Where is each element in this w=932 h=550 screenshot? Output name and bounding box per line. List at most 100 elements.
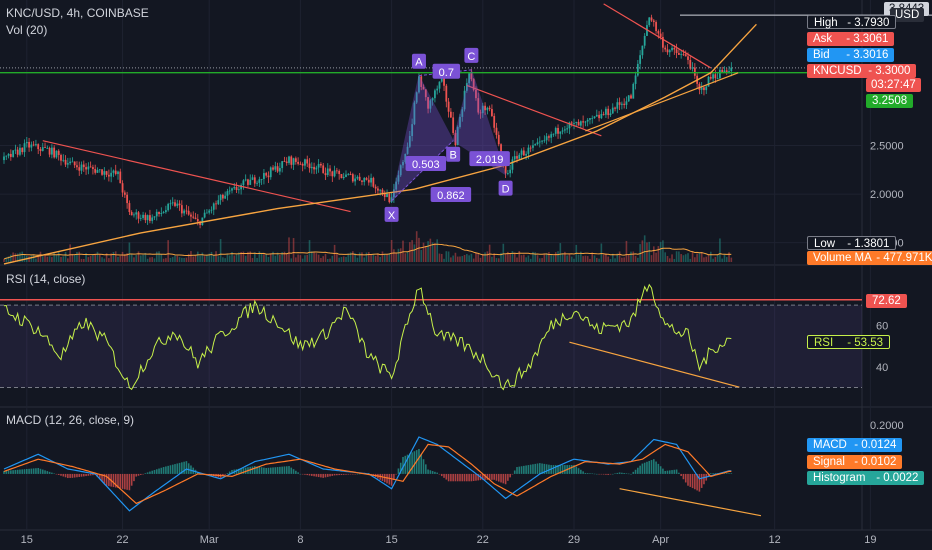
macd-histogram-bar — [657, 463, 660, 474]
volume-bar — [584, 255, 587, 262]
last-price-tag-value: - 3.3000 — [865, 65, 911, 77]
volume-bar — [646, 242, 648, 262]
pattern-dashed-line — [391, 140, 454, 202]
ask-tag-label: Ask — [813, 33, 833, 45]
candle-body — [39, 149, 42, 151]
macd-histogram-bar — [684, 473, 687, 483]
candle-body — [677, 53, 680, 55]
macd-histogram-bar — [272, 467, 274, 474]
macd-histogram-bar — [388, 473, 391, 485]
candle-body — [71, 161, 74, 163]
volume-bar — [265, 254, 267, 262]
macd-histogram-bar — [267, 467, 270, 474]
volume-bar — [429, 238, 432, 262]
volume-bar — [219, 239, 222, 262]
candle-body — [452, 117, 455, 133]
candle-body — [605, 108, 607, 115]
volume-bar — [602, 254, 605, 262]
macd-histogram-bar — [256, 466, 258, 474]
volume-bar — [616, 253, 619, 262]
candle-body — [288, 156, 290, 163]
candle-body — [32, 144, 35, 146]
macd-histogram-bar — [641, 463, 644, 474]
volume-bar — [486, 251, 489, 262]
macd-histogram-bar — [596, 473, 598, 475]
macd-histogram-bar — [543, 463, 546, 474]
candle-body — [123, 192, 126, 195]
volume-bar — [684, 254, 687, 262]
pattern-point-label: B — [449, 150, 456, 162]
candle-body — [178, 203, 181, 206]
volume-bar — [313, 252, 315, 262]
volume-bar — [395, 252, 397, 262]
x-axis-tick-label: 15 — [21, 534, 33, 546]
volume-bar — [320, 258, 322, 262]
macd-histogram-bar — [698, 473, 701, 492]
volume-bar — [46, 256, 49, 262]
volume-bar — [178, 257, 181, 262]
macd-histogram-bar — [279, 466, 281, 474]
volume-bar — [452, 255, 454, 262]
volume-bar — [69, 244, 71, 262]
candle-body — [586, 119, 589, 122]
volume-bar — [197, 251, 199, 262]
candle-body — [602, 114, 605, 115]
x-axis-tick-label: 8 — [297, 534, 303, 546]
resistance-trend-line — [466, 84, 602, 137]
macd-histogram-bar — [527, 465, 530, 474]
candle-body — [625, 101, 628, 105]
support-level-tag: 3.2508 — [866, 94, 914, 108]
volume-bar — [700, 252, 703, 262]
volume-bar — [374, 255, 377, 262]
pattern-ratio-badge — [432, 63, 461, 79]
macd-histogram-bar — [242, 468, 245, 474]
candle-body — [559, 131, 562, 134]
currency-badge[interactable]: USD — [890, 8, 925, 22]
macd-histogram-bar — [349, 473, 352, 475]
macd-histogram-bar — [46, 471, 49, 474]
candle-body — [365, 178, 368, 180]
candle-body — [561, 130, 564, 132]
macd-histogram-bar — [165, 466, 167, 474]
candle-body — [475, 89, 477, 99]
volume-bar — [529, 258, 532, 262]
support-level-tag-value: 3.2508 — [872, 95, 908, 107]
candle-body — [57, 150, 60, 155]
candle-body — [82, 164, 85, 168]
volume-bar — [650, 255, 653, 262]
macd-histogram-bar — [646, 461, 648, 474]
candle-body — [292, 158, 295, 165]
volume-bar — [573, 258, 575, 262]
macd-histogram-bar — [404, 455, 407, 474]
volume-bar — [281, 252, 283, 262]
candle-body — [9, 153, 12, 157]
volume-bar — [251, 258, 254, 262]
volume-bar — [290, 258, 293, 262]
macd-histogram-bar — [703, 473, 705, 485]
candle-body — [723, 70, 726, 73]
signal-value-tag: Signal - 0.0102 — [807, 455, 903, 469]
macd-histogram-bar — [472, 473, 475, 481]
candle-body — [358, 176, 361, 181]
macd-value-tag-label: MACD — [813, 439, 847, 451]
symbol-title[interactable]: KNC/USD, 4h, COINBASE — [6, 6, 149, 20]
candle-body — [671, 47, 673, 51]
volume-bar — [256, 257, 258, 262]
volume-bar — [552, 255, 555, 262]
macd-histogram-bar — [475, 473, 477, 481]
volume-bar — [632, 251, 635, 262]
candle-body — [620, 103, 623, 105]
volume-bar — [413, 244, 416, 262]
volume-bar — [153, 258, 156, 262]
macd-histogram-bar — [486, 473, 489, 480]
volume-bar — [689, 258, 692, 262]
candle-body — [206, 212, 208, 214]
candle-body — [397, 175, 400, 182]
pattern-ratio-label: 0.503 — [412, 159, 440, 171]
macd-histogram-bar — [370, 473, 372, 475]
macd-histogram-bar — [605, 473, 607, 475]
volume-bar — [80, 258, 83, 262]
candle-body — [331, 171, 334, 177]
macd-histogram-bar — [438, 473, 441, 475]
